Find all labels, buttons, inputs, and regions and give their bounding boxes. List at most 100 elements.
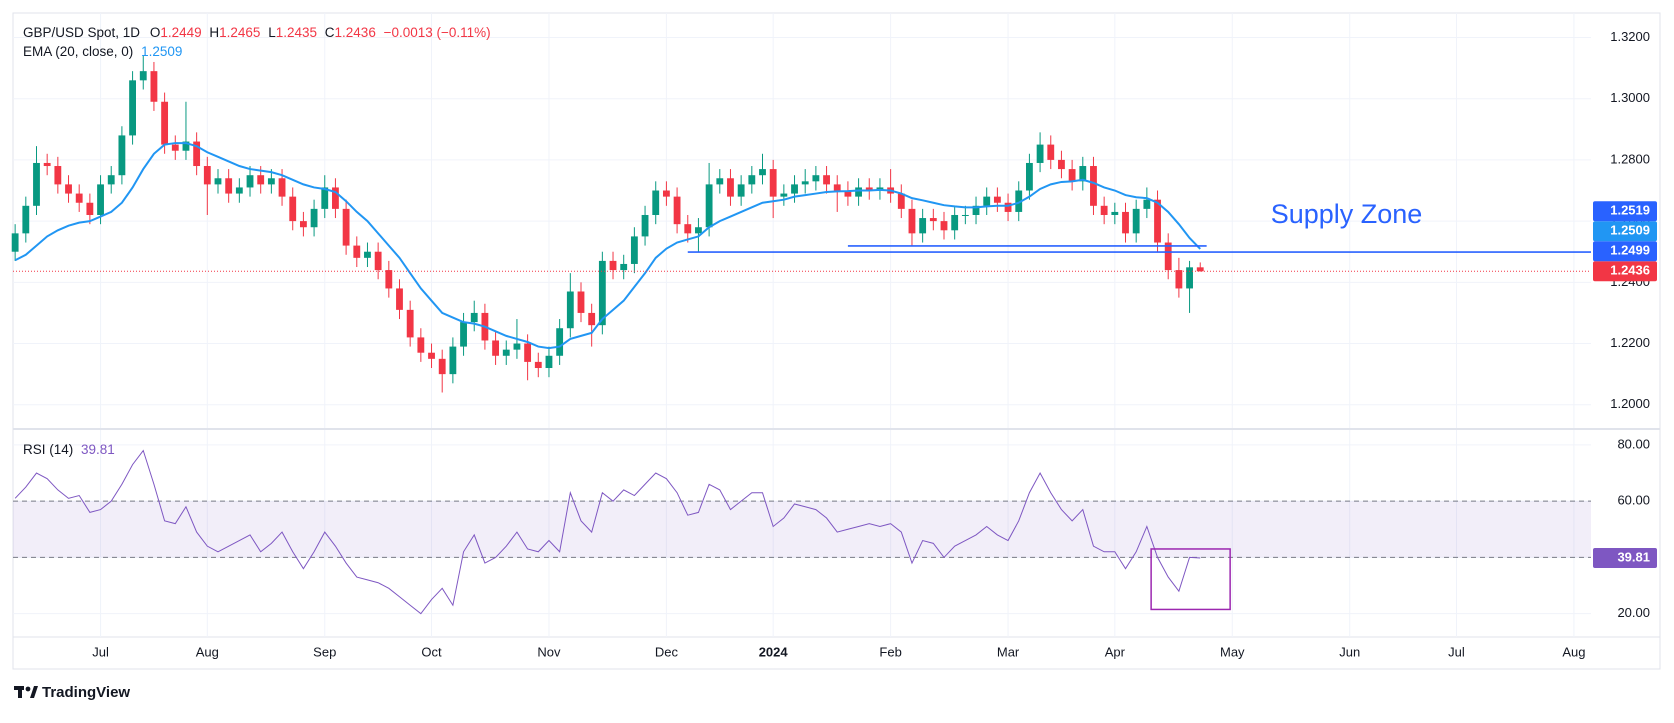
candle-body xyxy=(406,309,414,338)
y-tick-label: 1.2200 xyxy=(1610,335,1650,350)
candle-body xyxy=(1111,211,1119,215)
candle-body xyxy=(716,178,724,185)
candle-body xyxy=(705,184,713,228)
marks-layer xyxy=(11,55,1591,615)
candle-body xyxy=(11,233,19,252)
labels-layer: Jul Aug Sep Oct Nov Dec 2024 Feb Mar Apr May Jun Jul… xyxy=(92,29,1657,659)
candle-body xyxy=(396,288,403,310)
ema-line xyxy=(14,142,1201,350)
candle-body xyxy=(961,214,969,216)
logo-stem xyxy=(18,686,22,698)
candle-body xyxy=(171,144,179,151)
candle-body xyxy=(33,162,40,206)
candle-body xyxy=(748,175,756,185)
candle-body xyxy=(449,346,457,375)
candle-body xyxy=(246,175,254,188)
candle-body xyxy=(1154,199,1161,243)
candle-body xyxy=(278,178,286,197)
candle-body xyxy=(577,291,585,313)
candle-body xyxy=(812,175,820,182)
candle-body xyxy=(524,343,532,362)
candle-body xyxy=(780,193,788,197)
candle-body xyxy=(630,236,638,264)
y-tick-label: 1.3200 xyxy=(1610,29,1650,44)
candle-body xyxy=(1015,190,1023,212)
candle-body xyxy=(993,196,1001,203)
candle-body xyxy=(460,322,467,347)
annotation-text: Supply Zone xyxy=(1271,199,1423,229)
candle-body xyxy=(1068,169,1076,182)
ohlc-letter: H xyxy=(209,25,219,40)
candle-body xyxy=(267,178,275,185)
price-tag xyxy=(1593,261,1657,282)
candle-body xyxy=(257,175,265,185)
candle-body xyxy=(929,218,937,222)
candle-body xyxy=(919,218,927,234)
candle-body xyxy=(1058,159,1065,170)
price-tag-label: 1.2509 xyxy=(1610,223,1650,238)
candle-body xyxy=(833,184,841,191)
candle-body xyxy=(759,169,766,176)
candle-body xyxy=(1047,144,1055,160)
candle-body xyxy=(150,71,158,102)
ema-last-value: 1.2509 xyxy=(141,44,182,59)
candle-body xyxy=(428,352,435,359)
candle-body xyxy=(556,328,564,356)
candle-body xyxy=(1004,202,1012,212)
candle-body xyxy=(737,184,745,197)
logo-dot xyxy=(25,686,31,692)
candle-body xyxy=(107,175,115,185)
candle-body xyxy=(502,349,510,356)
candle-body xyxy=(791,184,798,194)
ohlc-letter: L xyxy=(268,25,276,40)
highlight-box xyxy=(1150,548,1231,611)
ohlc-value: 1.2465 xyxy=(219,25,260,40)
price-tag xyxy=(1593,221,1657,242)
x-tick-label: Sep xyxy=(313,644,336,659)
candle-body xyxy=(492,340,499,356)
y-tick-label: 1.2800 xyxy=(1610,151,1650,166)
candle-body xyxy=(374,251,382,271)
y-tick-label: 80.00 xyxy=(1617,436,1650,451)
candle-body xyxy=(545,355,553,369)
x-tick-label: May xyxy=(1220,644,1245,659)
candle-body xyxy=(129,80,136,136)
price-tag xyxy=(1593,241,1657,262)
candle-body xyxy=(1196,267,1204,272)
price-change: −0.0013 (−0.11%) xyxy=(384,25,491,40)
candle-body xyxy=(823,175,830,185)
candle-body xyxy=(203,166,211,185)
candle-body xyxy=(417,337,425,353)
candle-body xyxy=(225,178,233,194)
candle-body xyxy=(1122,211,1129,234)
ohlc-value: 1.2435 xyxy=(276,25,317,40)
candle-body xyxy=(1186,267,1193,289)
candle-body xyxy=(652,190,660,215)
x-tick-label: Mar xyxy=(997,644,1020,659)
candle-body xyxy=(684,224,692,234)
price-legend: GBP/USD Spot, 1D O1.2449 H1.2465 L1.2435… xyxy=(23,25,491,40)
ohlc-letter: O xyxy=(150,25,161,40)
candle-body xyxy=(641,214,649,237)
x-tick-label: Feb xyxy=(879,644,901,659)
candle-body xyxy=(1100,205,1108,215)
x-tick-label: Oct xyxy=(421,644,442,659)
candle-body xyxy=(609,260,617,271)
y-tick-label: 60.00 xyxy=(1617,493,1650,508)
x-tick-label: Dec xyxy=(655,644,679,659)
ema-name: EMA (20, close, 0) xyxy=(23,44,133,59)
candle-body xyxy=(470,312,478,323)
price-tag xyxy=(1593,547,1657,568)
x-tick-label: Jun xyxy=(1339,644,1360,659)
candle-body xyxy=(22,205,30,234)
candle-body xyxy=(662,190,670,197)
candle-body xyxy=(972,205,980,215)
candle-body xyxy=(1143,199,1151,209)
candle-body xyxy=(620,263,628,271)
candle-body xyxy=(342,208,350,246)
rsi-line xyxy=(14,449,1201,615)
candle-body xyxy=(566,291,574,329)
candle-body xyxy=(855,187,863,197)
candle-body xyxy=(193,141,201,167)
